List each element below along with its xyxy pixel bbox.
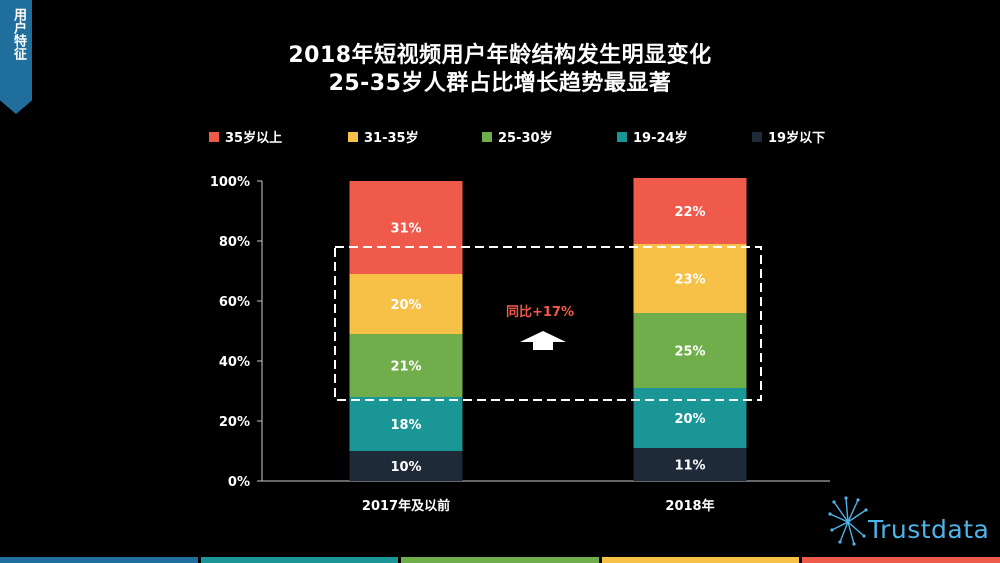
bar-segment [633, 313, 747, 388]
side-section-label: 用户特征 [11, 8, 26, 60]
bar-segment [349, 181, 463, 274]
bar-segment [349, 274, 463, 334]
bottom-stripe-4 [802, 557, 1000, 563]
legend-swatch [482, 132, 492, 142]
bar-data-label: 10% [390, 460, 421, 475]
legend-swatch [617, 132, 627, 142]
bar-data-label: 22% [674, 205, 705, 220]
y-tick-label: 20% [219, 415, 250, 430]
y-tick-label: 100% [210, 175, 250, 190]
brand-name: Trustdata [868, 515, 990, 544]
legend-swatch [209, 132, 219, 142]
bottom-color-stripes [0, 557, 1000, 563]
trustdata-logo-icon [828, 496, 868, 546]
side-section-tab: 用户特征 [0, 0, 32, 114]
legend-label: 35岁以上 [225, 130, 282, 146]
legend-swatch [752, 132, 762, 142]
bar-data-label: 31% [390, 222, 421, 237]
legend-label: 25-30岁 [498, 130, 553, 146]
bar-data-label: 20% [390, 298, 421, 313]
x-category-label: 2018年 [665, 498, 714, 514]
bar-data-label: 11% [674, 459, 705, 474]
bar-data-label: 18% [390, 418, 421, 433]
bar-data-label: 25% [674, 345, 705, 360]
bar-segment [633, 178, 747, 244]
growth-annotation: 同比+17% [506, 304, 574, 320]
bottom-stripe-2 [401, 557, 599, 563]
bar-segment [349, 451, 463, 481]
bottom-stripe-3 [601, 557, 800, 563]
legend-label: 19岁以下 [768, 130, 825, 146]
bar-segment [633, 388, 747, 448]
bottom-stripe-0 [0, 557, 198, 563]
bar-data-label: 20% [674, 412, 705, 427]
chart-title-line-1: 2018年短视频用户年龄结构发生明显变化 [288, 43, 712, 68]
legend-label: 31-35岁 [364, 130, 419, 146]
bar-data-label: 23% [674, 273, 705, 288]
y-tick-label: 80% [219, 235, 250, 250]
legend-label: 19-24岁 [633, 130, 688, 146]
x-category-label: 2017年及以前 [362, 498, 450, 514]
bottom-stripe-1 [200, 557, 399, 563]
highlight-box [334, 246, 762, 401]
y-tick-label: 0% [228, 475, 250, 490]
bar-data-label: 21% [390, 360, 421, 375]
y-tick-label: 60% [219, 295, 250, 310]
bar-segment [349, 334, 463, 397]
y-tick-label: 40% [219, 355, 250, 370]
chart-title-line-2: 25-35岁人群占比增长趋势最显著 [328, 71, 672, 96]
bar-segment [633, 448, 747, 481]
legend-swatch [348, 132, 358, 142]
bar-segment [633, 244, 747, 313]
bar-segment [349, 397, 463, 451]
up-arrow-icon [520, 331, 566, 350]
